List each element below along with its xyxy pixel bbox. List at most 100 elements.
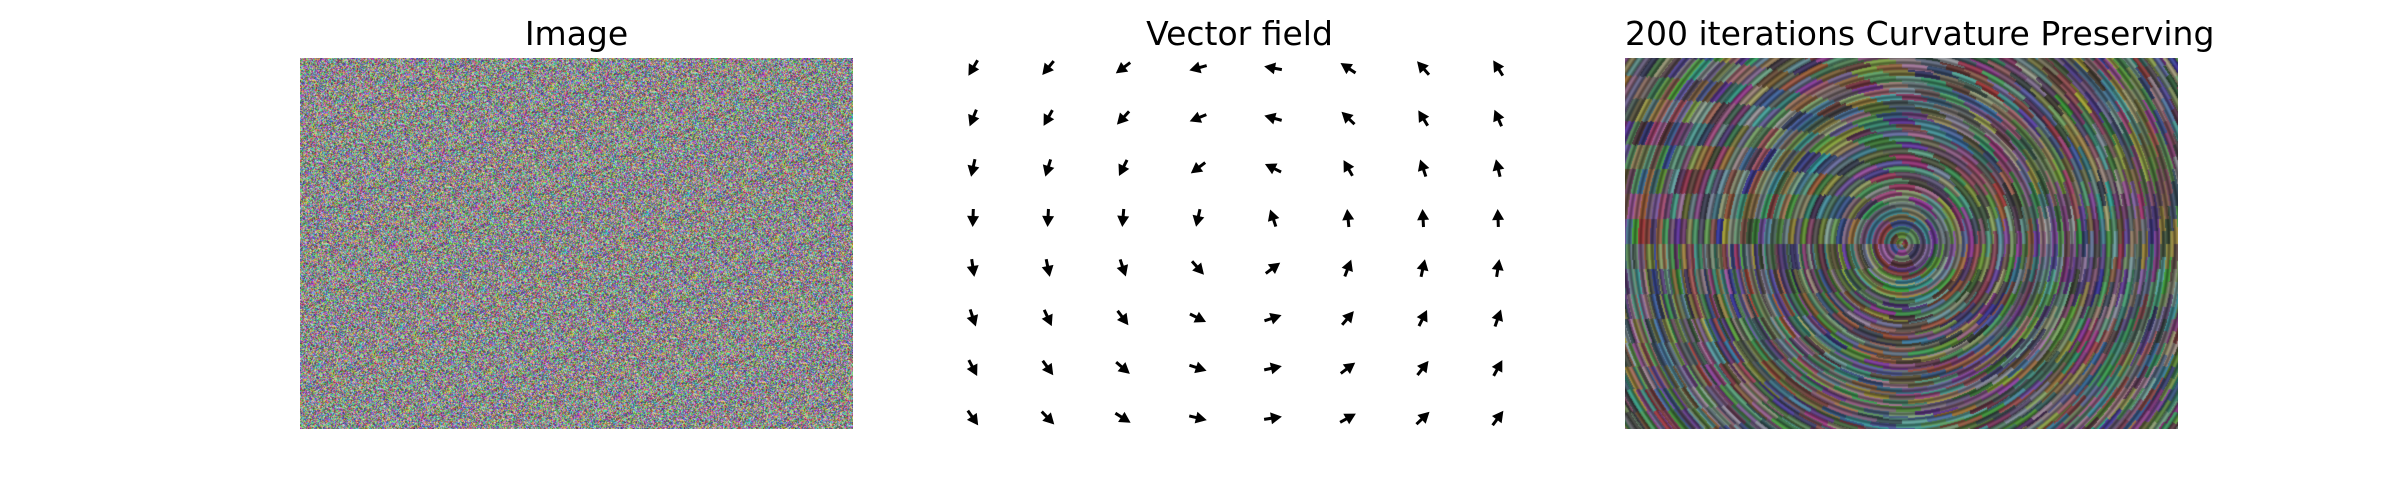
vector-arrow-head <box>1117 362 1130 374</box>
vector-arrow-head <box>1042 62 1054 75</box>
vector-arrow <box>1264 62 1283 75</box>
vector-arrow <box>1042 60 1055 75</box>
vector-arrow <box>1417 159 1430 178</box>
vector-arrow <box>1491 360 1503 377</box>
vector-arrow-head <box>1193 311 1207 323</box>
vector-arrow <box>1491 309 1503 327</box>
vector-arrow-head <box>1340 63 1353 75</box>
vector-arrow <box>1264 262 1281 275</box>
panel-curvature: 200 iterations Curvature Preserving <box>1625 0 2214 480</box>
noise-image <box>300 58 853 429</box>
vector-arrow-head <box>1264 112 1277 125</box>
vector-arrow <box>1264 163 1282 175</box>
vector-arrow <box>1415 411 1430 426</box>
curvature-canvas <box>1625 58 2178 429</box>
vector-arrow-head <box>1041 264 1054 277</box>
vector-arrow <box>1190 161 1207 174</box>
vector-arrow-head <box>966 314 979 327</box>
vector-arrow <box>1341 111 1356 126</box>
vector-arrow-head <box>1417 209 1430 221</box>
vector-arrow <box>1264 112 1283 125</box>
vector-arrow-head <box>966 363 978 376</box>
vector-arrow-head <box>1343 413 1356 425</box>
vector-arrow <box>1188 361 1207 374</box>
curvature-image <box>1625 58 2178 429</box>
vector-arrow-head <box>1117 215 1130 227</box>
vector-arrow-head <box>1269 312 1282 325</box>
vector-arrow-head <box>1418 110 1430 123</box>
vector-arrow-head <box>1264 62 1277 75</box>
vector-arrow <box>1041 258 1054 277</box>
vector-arrow <box>1418 110 1430 127</box>
vector-arrow <box>1491 410 1504 427</box>
vector-arrow <box>1189 61 1208 74</box>
vector-arrow-head <box>1341 111 1354 124</box>
vector-arrow <box>1118 159 1130 177</box>
vector-arrow-head <box>1343 160 1355 173</box>
vector-arrow <box>1042 158 1055 177</box>
vector-arrow <box>1042 208 1055 227</box>
vector-arrow <box>1188 411 1207 424</box>
vector-arrow <box>966 359 978 376</box>
vector-arrow <box>967 208 980 227</box>
vector-arrow-head <box>1041 313 1053 327</box>
vector-arrow <box>1190 260 1204 275</box>
vector-arrow-head <box>1342 311 1354 324</box>
vector-arrow-head <box>1491 360 1503 373</box>
vector-arrow-head <box>1194 361 1207 374</box>
vector-arrow-head <box>1417 61 1429 74</box>
vector-arrow-head <box>1417 360 1429 374</box>
panel-title-image: Image <box>524 14 629 53</box>
vector-arrow <box>1417 209 1430 228</box>
vector-arrow <box>1492 159 1505 178</box>
vector-arrow <box>968 59 980 76</box>
vector-arrow <box>1339 362 1356 375</box>
vector-arrow <box>1263 362 1282 375</box>
vector-arrow <box>1491 259 1504 278</box>
panel-vector-field: Vector field <box>963 0 1516 480</box>
vector-arrow-head <box>1417 159 1430 172</box>
vector-arrow <box>1493 109 1505 127</box>
vector-arrow-head <box>1417 411 1430 424</box>
vector-arrow-head <box>1043 113 1055 126</box>
vector-arrow <box>1189 111 1207 123</box>
vector-arrow <box>966 409 979 426</box>
vector-arrow <box>966 258 979 277</box>
vector-arrow-head <box>1264 163 1278 175</box>
vector-arrow <box>1114 411 1131 423</box>
vector-arrow-head <box>1341 259 1353 273</box>
vector-arrow <box>1341 311 1354 326</box>
vector-arrow-head <box>1042 412 1055 425</box>
vector-arrow-head <box>1491 259 1504 271</box>
vector-arrow <box>1117 208 1130 227</box>
vector-arrow-head <box>1041 362 1054 376</box>
vector-arrow-head <box>1342 209 1355 221</box>
vector-arrow-head <box>1116 264 1129 277</box>
vector-arrow-head <box>1189 61 1202 74</box>
vector-arrow-head <box>1492 159 1505 172</box>
vector-arrow-head <box>1269 362 1282 375</box>
vector-arrow <box>1263 312 1282 325</box>
vector-arrow-head <box>1491 410 1504 424</box>
vector-arrow <box>1116 258 1129 277</box>
vector-arrow-head <box>1492 209 1505 221</box>
vector-arrow <box>1189 311 1207 323</box>
vector-arrow-head <box>1416 309 1428 323</box>
vector-arrow-head <box>1342 362 1356 374</box>
vector-arrow <box>1116 309 1129 326</box>
vector-arrow-head <box>968 63 980 76</box>
vector-arrow-head <box>1116 112 1129 125</box>
vector-arrow-head <box>1493 60 1505 73</box>
vector-arrow-head <box>966 412 979 426</box>
panel-title-vector-field: Vector field <box>1146 14 1333 53</box>
vector-arrow <box>968 109 980 127</box>
vector-arrow <box>1416 360 1429 377</box>
vector-arrow <box>1341 259 1353 277</box>
vector-arrow-head <box>1190 162 1204 174</box>
vector-arrow <box>1417 61 1431 76</box>
vector-arrow <box>1340 63 1357 75</box>
vector-arrow <box>1267 209 1280 228</box>
vector-field-plot <box>966 59 1505 427</box>
vector-arrow-head <box>1042 164 1055 177</box>
vector-arrow <box>1116 110 1131 125</box>
